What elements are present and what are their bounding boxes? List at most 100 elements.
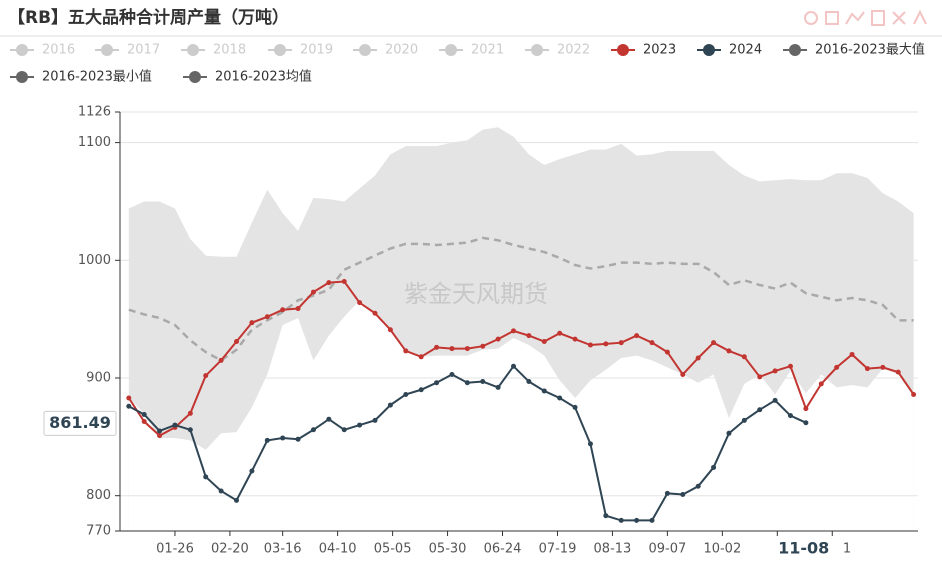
legend-label: 2019 — [300, 43, 333, 58]
tool-icon[interactable] — [845, 11, 865, 25]
legend-icon — [187, 44, 199, 56]
data-point — [818, 381, 824, 387]
x-tick-label: 05-30 — [429, 542, 467, 557]
data-point — [187, 427, 193, 433]
y-tick-label: 1100 — [78, 135, 111, 150]
data-point — [403, 348, 409, 354]
data-point — [680, 371, 686, 377]
data-point — [541, 339, 547, 345]
tool-icon[interactable] — [804, 11, 818, 25]
x-pointer-label: 11-08 — [778, 539, 829, 558]
data-point — [464, 346, 470, 352]
y-tick-label: 1000 — [78, 253, 111, 268]
data-point — [141, 411, 147, 417]
data-point — [803, 420, 809, 426]
data-point — [187, 410, 193, 416]
data-point — [572, 404, 578, 410]
data-point — [649, 517, 655, 523]
data-point — [526, 379, 532, 385]
data-point — [726, 430, 732, 436]
legend-label: 2016-2023最大值 — [815, 42, 925, 58]
tool-icon[interactable] — [871, 10, 885, 26]
data-point — [603, 341, 609, 347]
data-point — [695, 355, 701, 361]
data-point — [449, 371, 455, 377]
data-point — [711, 340, 717, 346]
legend-label: 2016 — [42, 43, 75, 58]
legend-icon — [617, 44, 629, 56]
x-tick-label: 10-02 — [703, 542, 741, 557]
data-point — [511, 363, 517, 369]
data-point — [526, 333, 532, 339]
legend-label: 2016-2023均值 — [215, 69, 312, 85]
data-point — [418, 354, 424, 360]
data-point — [480, 343, 486, 349]
data-point — [403, 391, 409, 397]
series-line — [127, 280, 915, 437]
data-point — [464, 380, 470, 386]
data-point — [372, 417, 378, 423]
data-point — [849, 351, 855, 357]
data-point — [911, 391, 917, 397]
tool-icon[interactable] — [825, 11, 839, 25]
data-point — [634, 517, 640, 523]
data-point — [387, 327, 393, 333]
data-point — [587, 441, 593, 447]
data-point — [480, 379, 486, 385]
data-point — [587, 342, 593, 348]
legend-icon — [445, 44, 457, 56]
legend-label: 2024 — [729, 43, 762, 58]
data-point — [264, 314, 270, 320]
data-point — [803, 406, 809, 412]
x-tick-label: 02-20 — [211, 542, 249, 557]
data-point — [203, 373, 209, 379]
data-point — [511, 328, 517, 334]
data-point — [618, 517, 624, 523]
y-pointer-label: 861.49 — [49, 413, 111, 432]
tool-icon[interactable] — [892, 11, 906, 25]
data-point — [680, 492, 686, 498]
data-point — [649, 340, 655, 346]
legend-icon — [703, 44, 715, 56]
legend-label: 2016-2023最小值 — [42, 69, 152, 85]
y-pointer-box — [43, 410, 117, 436]
legend-label: 2021 — [471, 43, 504, 58]
x-tick-label: 04-10 — [319, 542, 357, 557]
toolbox — [804, 9, 927, 26]
y-tick-label: 770 — [86, 524, 111, 539]
data-point — [418, 387, 424, 393]
legend-label: 2020 — [385, 43, 418, 58]
data-point — [141, 419, 147, 425]
tool-icon[interactable] — [913, 9, 927, 25]
data-point — [326, 416, 332, 422]
data-point — [834, 364, 840, 370]
data-point — [280, 435, 286, 441]
data-point — [541, 388, 547, 394]
data-point — [126, 403, 132, 409]
data-point — [711, 464, 717, 470]
data-point — [310, 427, 316, 433]
data-point — [357, 422, 363, 428]
data-point — [326, 280, 332, 286]
legend-label: 2022 — [557, 43, 590, 58]
data-point — [772, 368, 778, 374]
legend-label: 2023 — [643, 43, 676, 58]
data-point — [634, 333, 640, 339]
data-point — [372, 310, 378, 316]
data-point — [449, 346, 455, 352]
data-point — [880, 364, 886, 370]
x-tick-label: 03-16 — [264, 542, 302, 557]
data-point — [895, 369, 901, 375]
legend-icon — [789, 44, 801, 56]
data-point — [249, 320, 255, 326]
data-point — [757, 374, 763, 380]
data-point — [757, 407, 763, 413]
data-point — [264, 437, 270, 443]
x-tick-label: 06-24 — [484, 542, 522, 557]
data-point — [434, 380, 440, 386]
legend-icon — [16, 71, 28, 83]
data-point — [434, 344, 440, 350]
data-point — [295, 436, 301, 442]
